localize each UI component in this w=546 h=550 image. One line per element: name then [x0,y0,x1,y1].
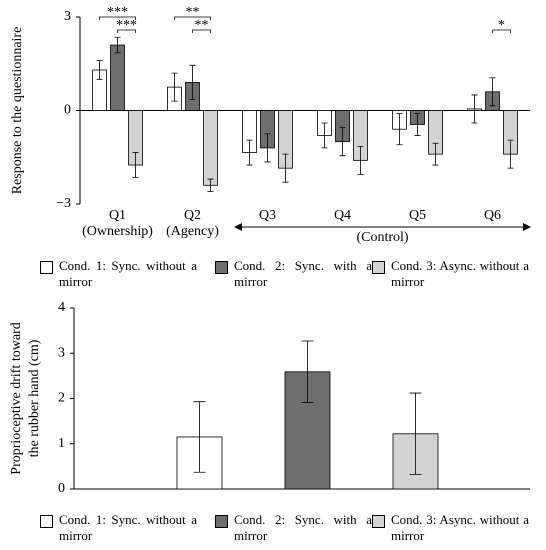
legend-item: Cond. 1: Sync. without a mirror [40,512,197,544]
y-tick-label: 3 [64,9,71,24]
error-bar [114,36,121,54]
legend-label: Cond. 1: Sync. without a mirror [59,258,197,289]
x-tick-label: Q5 [409,208,426,223]
error-bar [189,64,196,100]
y-tick-label: 0 [58,481,65,496]
legend-label: Cond. 1: Sync. without a mirror [59,512,197,543]
error-bar [132,152,139,178]
y-axis-label: Response to the questionnaire [10,27,25,195]
error-bar [301,340,314,403]
error-bar [396,113,403,146]
significance-bracket [174,16,211,20]
y-tick-label: 0 [64,103,71,118]
error-bar [414,113,421,136]
error-bar [471,94,478,124]
bar [203,110,218,186]
x-tick-label: Q4 [334,208,351,223]
y-axis-label: the rubber hand (cm) [27,339,42,457]
legend-label: Cond. 3: Async. without a mirror [391,512,529,543]
legend-item: Cond. 3: Async. without a mirror [372,512,529,544]
error-bar [171,72,178,102]
significance-label: *** [116,18,137,33]
legend-swatch [372,515,385,528]
error-bar [507,139,514,169]
legend-label: Cond. 3: Async. without a mirror [391,258,529,289]
significance-bracket [492,29,511,33]
legend-item: Cond. 2: Sync. with a mirror [215,512,372,544]
y-axis-label: Proprioceptive drift toward [9,322,24,474]
x-tick-note: (Ownership) [82,224,153,239]
legend-label: Cond. 2: Sync. with a mirror [234,512,372,543]
legend-label: Cond. 2: Sync. with a mirror [234,258,372,289]
group-label: (Control) [356,230,408,245]
significance-bracket [192,29,211,33]
legend: Cond. 1: Sync. without a mirror Cond. 2: … [0,258,546,294]
legend-item: Cond. 3: Async. without a mirror [372,258,529,290]
error-bar [96,60,103,80]
error-bar [282,153,289,183]
error-bar [207,178,214,192]
error-bar [409,392,422,475]
y-tick-label: 4 [58,300,65,315]
significance-bracket [117,29,136,33]
y-tick-label: −3 [56,196,71,211]
error-bar [321,122,328,149]
x-tick-note: (Agency) [166,224,219,239]
legend-swatch [215,515,228,528]
significance-label: ** [195,18,209,33]
significance-label: ** [186,5,200,20]
y-tick-label: 3 [58,345,65,360]
bar [110,44,125,111]
error-bar [264,133,271,163]
x-tick-label: Q6 [484,208,501,223]
y-tick-label: 2 [58,391,65,406]
error-bar [193,401,206,473]
legend: Cond. 1: Sync. without a mirror Cond. 2: … [0,512,546,548]
legend-swatch [40,261,53,274]
significance-bracket [99,16,136,20]
legend-swatch [40,515,53,528]
error-bar [432,142,439,166]
error-bar [339,127,346,157]
y-tick-label: 1 [58,436,65,451]
significance-label: *** [107,5,128,20]
x-tick-label: Q1 [109,208,126,223]
error-bar [489,77,496,107]
x-tick-label: Q2 [184,208,201,223]
error-bar [357,145,364,175]
significance-label: * [498,18,505,33]
legend-item: Cond. 2: Sync. with a mirror [215,258,372,290]
legend-swatch [215,261,228,274]
x-tick-label: Q3 [259,208,276,223]
legend-swatch [372,261,385,274]
error-bar [246,139,253,166]
legend-item: Cond. 1: Sync. without a mirror [40,258,197,290]
